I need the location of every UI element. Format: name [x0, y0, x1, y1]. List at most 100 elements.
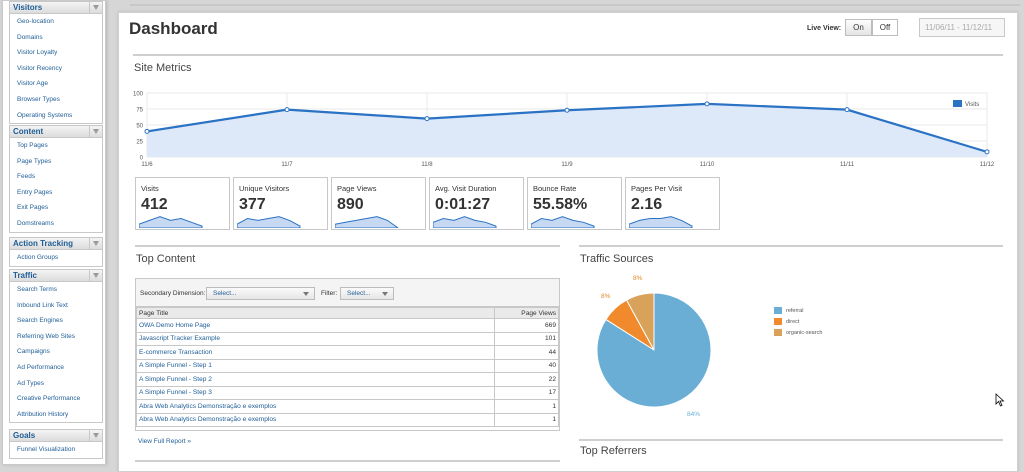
sidebar-item-inbound-link-text[interactable]: Inbound Link Text: [17, 301, 68, 309]
column-header-page-title[interactable]: Page Title: [136, 307, 495, 319]
legend-label: organic-search: [786, 330, 823, 336]
kpi-sparkline: [335, 216, 399, 228]
kpi-card-unique-visitors[interactable]: Unique Visitors 377: [233, 177, 328, 230]
sidebar-item-ad-types[interactable]: Ad Types: [17, 379, 44, 387]
kpi-card-page-views[interactable]: Page Views 890: [331, 177, 426, 230]
page-title-cell[interactable]: Abra Web Analytics Demonstração e exempl…: [136, 412, 495, 427]
sidebar-item-attribution-history[interactable]: Attribution History: [17, 410, 69, 418]
page-views-cell: 22: [494, 372, 559, 387]
kpi-sparkline: [237, 216, 301, 228]
filter-select[interactable]: Select...: [340, 287, 394, 300]
live-view-on-button[interactable]: On: [845, 19, 872, 36]
sidebar: Visitors Geo-location Domains Visitor Loyal…: [2, 0, 106, 465]
table-row[interactable]: Abra Web Analytics Demonstração e exempl…: [136, 399, 559, 414]
nav-group-header[interactable]: Goals: [10, 430, 102, 442]
kpi-card-visits[interactable]: Visits 412: [135, 177, 230, 230]
visits-point[interactable]: [844, 107, 850, 113]
sidebar-item-top-pages[interactable]: Top Pages: [17, 142, 48, 149]
sidebar-item-visitor-age[interactable]: Visitor Age: [17, 80, 48, 88]
kpi-sparkline: [139, 216, 203, 228]
sidebar-item-entry-pages[interactable]: Entry Pages: [17, 188, 53, 196]
sidebar-item-action-groups[interactable]: Action Groups: [17, 254, 59, 261]
table-row[interactable]: E-commerce Transaction 44: [136, 345, 559, 360]
sidebar-item-feeds[interactable]: Feeds: [17, 173, 36, 181]
visits-point[interactable]: [704, 101, 710, 107]
sidebar-item-creative-performance[interactable]: Creative Performance: [17, 395, 81, 403]
page-title-cell[interactable]: Abra Web Analytics Demonstração e exempl…: [136, 399, 495, 414]
nav-group-header[interactable]: Content: [10, 126, 102, 138]
collapse-toggle-icon[interactable]: [89, 2, 102, 13]
sidebar-item-ad-performance[interactable]: Ad Performance: [17, 363, 64, 371]
sidebar-item-page-types[interactable]: Page Types: [17, 157, 52, 165]
mouse-cursor-icon: [995, 393, 1005, 407]
visits-line-chart: 0 25 50 75 100 11/6 11/7 11/8 11/9 11/10 11/11 11/1…: [133, 92, 995, 169]
traffic-sources-pie: [596, 292, 712, 408]
visits-point[interactable]: [564, 107, 570, 113]
nav-group-title: Visitors: [13, 3, 43, 12]
page-title-cell[interactable]: OWA Demo Home Page: [136, 318, 495, 333]
nav-group-title: Content: [13, 127, 44, 136]
y-tick-label: 50: [136, 124, 143, 130]
sidebar-item-search-engines[interactable]: Search Engines: [17, 317, 63, 325]
nav-group-header[interactable]: Visitors: [10, 2, 102, 14]
sidebar-item-geo-location[interactable]: Geo-location: [17, 18, 54, 25]
visits-point[interactable]: [424, 116, 430, 122]
kpi-card-bounce-rate[interactable]: Bounce Rate 55.58%: [527, 177, 622, 230]
visits-point[interactable]: [284, 107, 290, 113]
collapse-toggle-icon[interactable]: [89, 270, 102, 281]
sidebar-item-visitor-loyalty[interactable]: Visitor Loyalty: [17, 49, 58, 57]
collapse-toggle-icon[interactable]: [89, 238, 102, 249]
sidebar-item-campaigns[interactable]: Campaigns: [17, 348, 50, 356]
kpi-card-pages-per-visit[interactable]: Pages Per Visit 2.16: [625, 177, 720, 230]
top-content-title: Top Content: [136, 253, 196, 265]
table-row[interactable]: A Simple Funnel - Step 3 17: [136, 385, 559, 400]
secondary-dimension-select[interactable]: Select...: [206, 287, 315, 300]
nav-group-header[interactable]: Traffic: [10, 270, 102, 282]
table-row[interactable]: OWA Demo Home Page 669: [136, 318, 559, 333]
x-tick-label: 11/11: [840, 162, 855, 168]
page-title-cell[interactable]: A Simple Funnel - Step 2: [136, 372, 495, 387]
table-row[interactable]: Abra Web Analytics Demonstração e exempl…: [136, 412, 559, 427]
kpi-card-avg-visit-duration[interactable]: Avg. Visit Duration 0:01:27: [429, 177, 524, 230]
page-title-cell[interactable]: Javascript Tracker Example: [136, 331, 495, 346]
page-title-cell[interactable]: E-commerce Transaction: [136, 345, 495, 360]
traffic-sources-title: Traffic Sources: [580, 253, 654, 265]
sidebar-item-funnel-visualization[interactable]: Funnel Visualization: [17, 446, 76, 453]
table-row[interactable]: A Simple Funnel - Step 2 22: [136, 372, 559, 387]
visits-point[interactable]: [144, 128, 150, 134]
sidebar-item-operating-systems[interactable]: Operating Systems: [17, 111, 73, 119]
kpi-label: Avg. Visit Duration: [435, 184, 497, 193]
sidebar-item-search-terms[interactable]: Search Terms: [17, 286, 57, 293]
sidebar-item-exit-pages[interactable]: Exit Pages: [17, 204, 49, 212]
live-view-off-button[interactable]: Off: [872, 19, 898, 36]
sidebar-item-domstreams[interactable]: Domstreams: [17, 219, 54, 227]
date-range-picker[interactable]: 11/06/11 - 11/12/11: [919, 18, 1005, 37]
sidebar-item-domains[interactable]: Domains: [17, 33, 43, 41]
pie-legend: referral direct organic-search: [774, 307, 822, 340]
kpi-value: 0:01:27: [435, 196, 491, 213]
dashboard-panel: Dashboard Live View: On Off 11/06/11 - 1…: [118, 12, 1018, 472]
sidebar-item-browser-types[interactable]: Browser Types: [17, 95, 60, 103]
legend-label: direct: [786, 319, 800, 325]
view-full-report-link[interactable]: View Full Report »: [138, 438, 191, 445]
kpi-sparkline: [629, 216, 693, 228]
sidebar-item-visitor-recency[interactable]: Visitor Recency: [17, 64, 63, 72]
collapse-toggle-icon[interactable]: [89, 430, 102, 441]
table-row[interactable]: Javascript Tracker Example 101: [136, 331, 559, 346]
visits-point[interactable]: [984, 149, 990, 155]
pie-label-organic: 8%: [633, 275, 643, 282]
sidebar-item-referring-web-sites[interactable]: Referring Web Sites: [17, 332, 76, 340]
page-title-cell[interactable]: A Simple Funnel - Step 1: [136, 358, 495, 373]
kpi-label: Pages Per Visit: [631, 184, 683, 193]
page-views-cell: 1: [494, 412, 559, 427]
nav-group-content: Content Top Pages Page Types Feeds Entry Pag…: [9, 125, 103, 233]
page-title-cell[interactable]: A Simple Funnel - Step 3: [136, 385, 495, 400]
column-header-page-views[interactable]: Page Views: [494, 307, 559, 319]
table-row[interactable]: A Simple Funnel - Step 1 40: [136, 358, 559, 373]
pie-slice-referral[interactable]: [596, 292, 712, 408]
pie-slice-organic[interactable]: [625, 292, 655, 351]
nav-group-header[interactable]: Action Tracking: [10, 238, 102, 250]
nav-group-title: Action Tracking: [13, 239, 74, 248]
collapse-toggle-icon[interactable]: [89, 126, 102, 137]
top-content-table: Page Title Page Views OWA Demo Home Page…: [136, 307, 559, 427]
